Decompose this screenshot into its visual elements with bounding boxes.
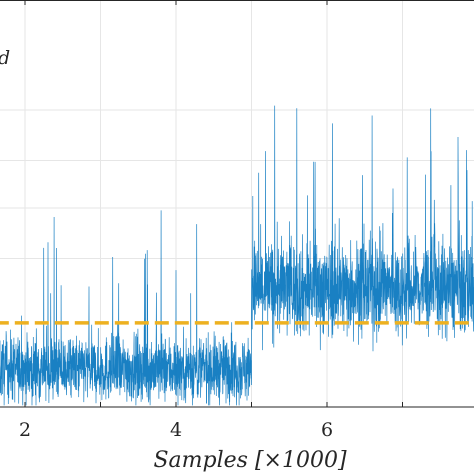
axes <box>0 0 474 408</box>
x-tick-label: 4 <box>170 419 182 441</box>
x-axis-label: Samples [×1000] <box>153 448 346 473</box>
x-tick-label: 6 <box>321 419 333 441</box>
x-tick-label: 2 <box>19 419 31 441</box>
signal-line <box>0 105 474 406</box>
grid-lines <box>0 0 474 407</box>
noisy-signal-series <box>0 105 474 406</box>
x-ticks: 2 4 6 <box>19 0 403 441</box>
legend-fragment: d <box>0 47 10 69</box>
